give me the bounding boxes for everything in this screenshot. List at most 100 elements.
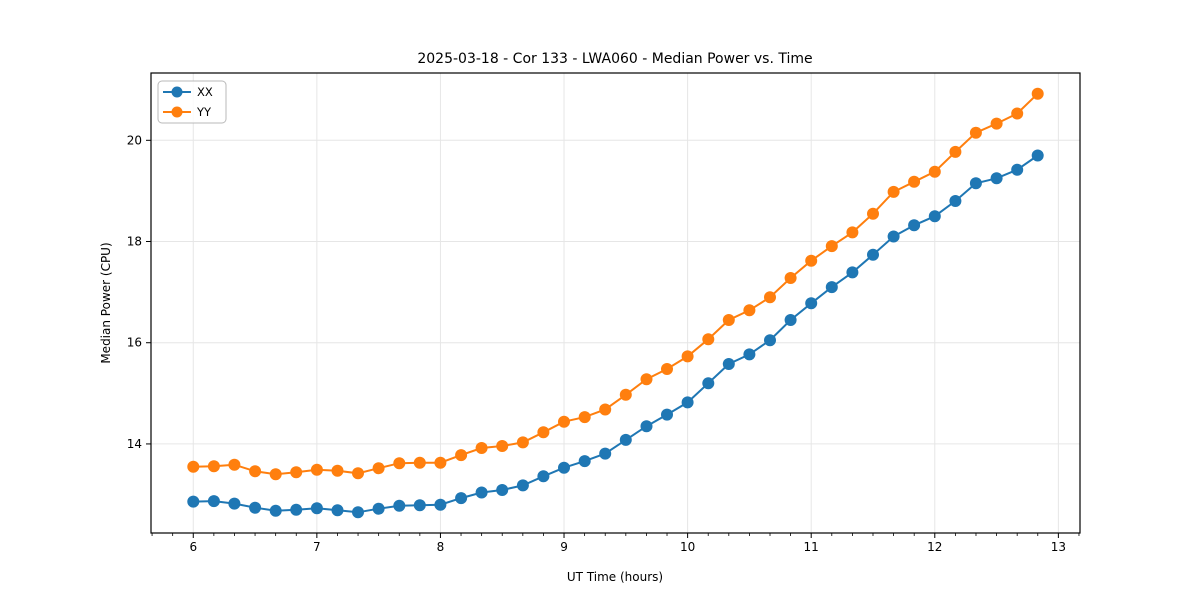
x-tick-label: 9 bbox=[560, 540, 568, 554]
series-YY-point bbox=[1031, 87, 1044, 100]
x-tick-label: 12 bbox=[927, 540, 942, 554]
series-YY-point bbox=[331, 464, 344, 477]
y-tick-label: 16 bbox=[127, 336, 142, 350]
series-XX-point bbox=[722, 358, 735, 370]
series-YY-point bbox=[969, 126, 982, 139]
series-YY-point bbox=[825, 240, 838, 253]
series-YY-point bbox=[413, 456, 426, 469]
legend-entry-yy: YY bbox=[163, 105, 212, 119]
x-axis-label: UT Time (hours) bbox=[567, 570, 663, 584]
series-XX-point bbox=[207, 495, 220, 508]
series-YY-point bbox=[681, 350, 694, 363]
legend-entry-xx: XX bbox=[163, 85, 213, 99]
series-XX-point bbox=[537, 470, 550, 483]
series-YY-point bbox=[310, 463, 323, 476]
series-YY-point bbox=[249, 465, 262, 478]
tick-layer bbox=[146, 139, 1080, 538]
series-XX-point bbox=[908, 219, 921, 232]
series-XX-point bbox=[558, 461, 570, 474]
y-tick-label: 18 bbox=[127, 235, 142, 249]
series-XX-point bbox=[496, 484, 509, 496]
series-YY-point bbox=[867, 207, 879, 220]
series-YY-point bbox=[475, 442, 488, 454]
x-tick-label: 7 bbox=[313, 540, 321, 554]
series-YY-point bbox=[516, 436, 529, 449]
x-tick-label: 6 bbox=[189, 540, 197, 554]
series-XX-point bbox=[661, 408, 673, 421]
series-XX-point bbox=[187, 495, 200, 508]
series-XX-point bbox=[269, 504, 282, 517]
x-tick-label: 10 bbox=[680, 540, 695, 554]
series-YY-point bbox=[846, 226, 859, 239]
series-XX-point bbox=[743, 348, 756, 361]
series-YY-point bbox=[887, 185, 900, 198]
series-XX-point bbox=[887, 230, 900, 243]
series-XX-point bbox=[290, 503, 303, 516]
series-YY-point bbox=[558, 415, 570, 428]
series-XX-point bbox=[702, 377, 715, 390]
series-YY-point bbox=[393, 457, 406, 470]
series-YY-point bbox=[928, 165, 941, 178]
series-YY-point bbox=[661, 363, 673, 375]
series-YY-point bbox=[434, 456, 447, 469]
series-YY-point bbox=[743, 304, 756, 317]
series-YY-point bbox=[1011, 107, 1024, 120]
series-YY-point bbox=[207, 460, 220, 473]
series-YY-point bbox=[949, 145, 962, 158]
series-XX-point bbox=[846, 266, 859, 279]
series-YY-point bbox=[578, 411, 591, 424]
series-XX-point bbox=[372, 502, 385, 515]
series-YY-point bbox=[455, 449, 468, 462]
series-YY-point bbox=[640, 373, 653, 386]
series-YY-point bbox=[496, 440, 509, 452]
series-XX-point bbox=[969, 177, 982, 190]
x-tick-label: 8 bbox=[437, 540, 445, 554]
series-YY-point bbox=[352, 467, 364, 480]
chart-title: 2025-03-18 - Cor 133 - LWA060 - Median P… bbox=[417, 51, 812, 67]
series-XX-point bbox=[310, 502, 323, 515]
series-XX-point bbox=[599, 447, 612, 460]
series-XX-point bbox=[393, 499, 406, 512]
series-XX-point bbox=[413, 499, 426, 512]
series-XX-point bbox=[331, 504, 344, 517]
series-XX-line bbox=[193, 154, 1039, 514]
series-XX-point bbox=[990, 172, 1003, 185]
series-YY-point bbox=[599, 403, 612, 416]
legend-marker-yy bbox=[171, 106, 183, 118]
series-XX-point bbox=[228, 497, 241, 510]
series-YY-line bbox=[193, 92, 1039, 476]
grid-layer bbox=[151, 73, 1080, 533]
series-XX-point bbox=[578, 455, 591, 468]
series-YY-point bbox=[290, 466, 303, 479]
legend: XX YY bbox=[157, 80, 227, 124]
y-tick-label: 14 bbox=[127, 437, 142, 451]
series-XX-point bbox=[805, 297, 818, 310]
series-XX-point bbox=[1011, 163, 1024, 176]
y-axis-label: Median Power (CPU) bbox=[99, 242, 113, 363]
series-XX-point bbox=[475, 486, 488, 499]
plot-spines bbox=[150, 72, 1081, 534]
series-XX-point bbox=[516, 479, 529, 492]
series-XX-point bbox=[681, 396, 694, 409]
series-XX-point bbox=[867, 248, 879, 261]
series-YY-point bbox=[537, 426, 550, 439]
series-XX-point bbox=[352, 506, 364, 519]
legend-label-yy: YY bbox=[196, 105, 212, 119]
legend-marker-xx bbox=[171, 86, 183, 98]
series-YY-point bbox=[764, 291, 776, 304]
series-XX-point bbox=[784, 314, 797, 326]
series-YY-point bbox=[372, 462, 385, 475]
x-tick-label: 11 bbox=[804, 540, 819, 554]
series-XX-point bbox=[249, 501, 262, 514]
series-XX-point bbox=[1031, 149, 1044, 162]
series-XX-point bbox=[949, 195, 962, 207]
series-layer bbox=[187, 87, 1044, 519]
series-XX-point bbox=[928, 210, 941, 223]
y-tick-label: 20 bbox=[127, 133, 142, 147]
series-XX-point bbox=[455, 492, 468, 505]
x-tick-label: 13 bbox=[1051, 540, 1066, 554]
series-XX-point bbox=[434, 498, 447, 511]
tick-label-layer: 6 7 8 9 10 11 12 13 14 16 18 20 bbox=[127, 133, 1066, 554]
legend-label-xx: XX bbox=[197, 85, 213, 99]
